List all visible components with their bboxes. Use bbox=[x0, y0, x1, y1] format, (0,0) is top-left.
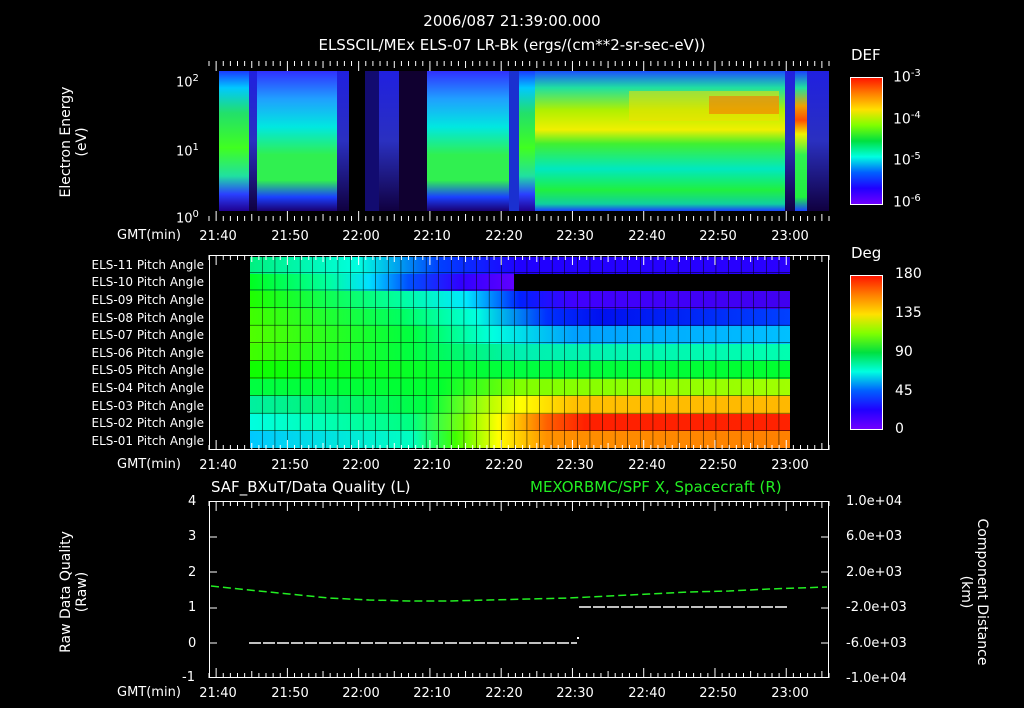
colorbar1-label: 10-6 bbox=[893, 193, 921, 211]
panel1-ytick-10: 101 bbox=[176, 142, 199, 160]
xtick: 22:00 bbox=[342, 458, 380, 473]
xtick: 22:20 bbox=[485, 686, 523, 701]
panel1-ylabel-line1: Electron Energy bbox=[58, 86, 74, 198]
xtick: 22:40 bbox=[628, 686, 666, 701]
colorbar1-label: 10-4 bbox=[893, 110, 921, 128]
row-label: ELS-06 Pitch Angle bbox=[91, 346, 204, 360]
row-label: ELS-01 Pitch Angle bbox=[91, 434, 204, 448]
panel2-xlabel: GMT(min) bbox=[117, 457, 181, 472]
panel1-ylabel-line2: (eV) bbox=[74, 127, 90, 157]
ytick-right: 6.0e+03 bbox=[846, 529, 903, 544]
xtick: 21:50 bbox=[271, 686, 309, 701]
ytick: 3 bbox=[188, 529, 197, 544]
panel3-ylabel-right-line1: Component Distance bbox=[974, 518, 990, 666]
panel1-xticks: 21:40 21:50 22:00 22:10 22:20 22:30 22:4… bbox=[0, 229, 1024, 245]
colorbar1 bbox=[850, 77, 883, 205]
panel2-xticks: 21:40 21:50 22:00 22:10 22:20 22:30 22:4… bbox=[0, 458, 1024, 474]
panel3-xticks: 21:40 21:50 22:00 22:10 22:20 22:30 22:4… bbox=[0, 686, 1024, 702]
panel3-ylabel-left-line1: Raw Data Quality bbox=[58, 531, 74, 653]
panel1-ytick-1: 100 bbox=[176, 209, 199, 227]
xtick: 21:40 bbox=[199, 686, 237, 701]
row-label: ELS-03 Pitch Angle bbox=[91, 399, 204, 413]
ytick: 4 bbox=[188, 494, 197, 509]
colorbar1-title: DEF bbox=[851, 46, 881, 64]
colorbar2-title: Deg bbox=[851, 244, 882, 262]
row-label: ELS-11 Pitch Angle bbox=[91, 258, 204, 272]
ytick-right: -1.0e+04 bbox=[846, 671, 907, 686]
plot-subtitle: ELSSCIL/MEx ELS-07 LR-Bk (ergs/(cm**2-sr… bbox=[318, 36, 706, 54]
row-label: ELS-05 Pitch Angle bbox=[91, 363, 204, 377]
row-label: ELS-09 Pitch Angle bbox=[91, 293, 204, 307]
panel3-ylabel-right-line2: (km) bbox=[958, 575, 974, 609]
pitch-angle-heatmap bbox=[250, 257, 790, 448]
xtick: 22:30 bbox=[556, 458, 594, 473]
xtick: 21:40 bbox=[199, 458, 237, 473]
panel1-ylabel: Electron Energy (eV) bbox=[58, 72, 90, 212]
line-plot-series bbox=[209, 536, 829, 644]
xtick: 22:20 bbox=[485, 229, 523, 244]
row-label: ELS-07 Pitch Angle bbox=[91, 328, 204, 342]
panel3-right-title: MEXORBMC/SPF X, Spacecraft (R) bbox=[530, 478, 782, 496]
ytick-right: 1.0e+04 bbox=[846, 494, 903, 509]
row-label: ELS-02 Pitch Angle bbox=[91, 416, 204, 430]
panel3-ylabel-right: Component Distance (km) bbox=[958, 502, 990, 682]
ytick: 0 bbox=[188, 636, 197, 651]
ytick: 1 bbox=[188, 600, 197, 615]
xtick: 22:00 bbox=[342, 229, 380, 244]
ytick-right: 2.0e+03 bbox=[846, 565, 903, 580]
xtick: 22:40 bbox=[628, 458, 666, 473]
panel3-ylabel-left: Raw Data Quality (Raw) bbox=[58, 512, 90, 672]
xtick: 21:50 bbox=[271, 458, 309, 473]
ytick-right: -2.0e+03 bbox=[846, 600, 907, 615]
row-label: ELS-04 Pitch Angle bbox=[91, 381, 204, 395]
xtick: 22:30 bbox=[556, 686, 594, 701]
xtick: 22:30 bbox=[556, 229, 594, 244]
xtick: 21:50 bbox=[271, 229, 309, 244]
panel3-ylabel-left-line2: (Raw) bbox=[74, 571, 90, 613]
xtick: 22:20 bbox=[485, 458, 523, 473]
panel3-left-title: SAF_BXuT/Data Quality (L) bbox=[211, 478, 411, 496]
xtick: 22:10 bbox=[413, 229, 451, 244]
panel1-ytick-100: 102 bbox=[176, 73, 199, 91]
xtick: 22:40 bbox=[628, 229, 666, 244]
ytick: -1 bbox=[182, 670, 195, 685]
line-plot bbox=[209, 501, 829, 678]
ytick: 2 bbox=[188, 565, 197, 580]
xtick: 21:40 bbox=[199, 229, 237, 244]
plot-timestamp: 2006/087 21:39:00.000 bbox=[423, 12, 601, 30]
row-label: ELS-08 Pitch Angle bbox=[91, 311, 204, 325]
colorbar1-label: 10-3 bbox=[893, 68, 921, 86]
xtick: 23:00 bbox=[771, 229, 809, 244]
spectrogram-heatmap bbox=[209, 61, 829, 221]
xtick: 23:00 bbox=[771, 686, 809, 701]
xtick: 22:10 bbox=[413, 686, 451, 701]
colorbar2-label: 0 bbox=[895, 421, 904, 437]
colorbar2-label: 180 bbox=[895, 266, 922, 282]
colorbar2-label: 135 bbox=[895, 305, 922, 321]
xtick: 22:50 bbox=[699, 229, 737, 244]
row-label: ELS-10 Pitch Angle bbox=[91, 275, 204, 289]
colorbar2 bbox=[850, 275, 883, 430]
xtick: 22:50 bbox=[699, 686, 737, 701]
xtick: 23:00 bbox=[771, 458, 809, 473]
xtick: 22:50 bbox=[699, 458, 737, 473]
spectrogram-plot bbox=[209, 61, 829, 221]
ytick-right: -6.0e+03 bbox=[846, 636, 907, 651]
colorbar2-label: 90 bbox=[895, 344, 913, 360]
colorbar1-label: 10-5 bbox=[893, 151, 921, 169]
panel3-xlabel: GMT(min) bbox=[117, 685, 181, 700]
pitch-angle-plot bbox=[209, 255, 829, 450]
xtick: 22:00 bbox=[342, 686, 380, 701]
colorbar2-label: 45 bbox=[895, 383, 913, 399]
xtick: 22:10 bbox=[413, 458, 451, 473]
panel1-xlabel: GMT(min) bbox=[117, 228, 181, 243]
